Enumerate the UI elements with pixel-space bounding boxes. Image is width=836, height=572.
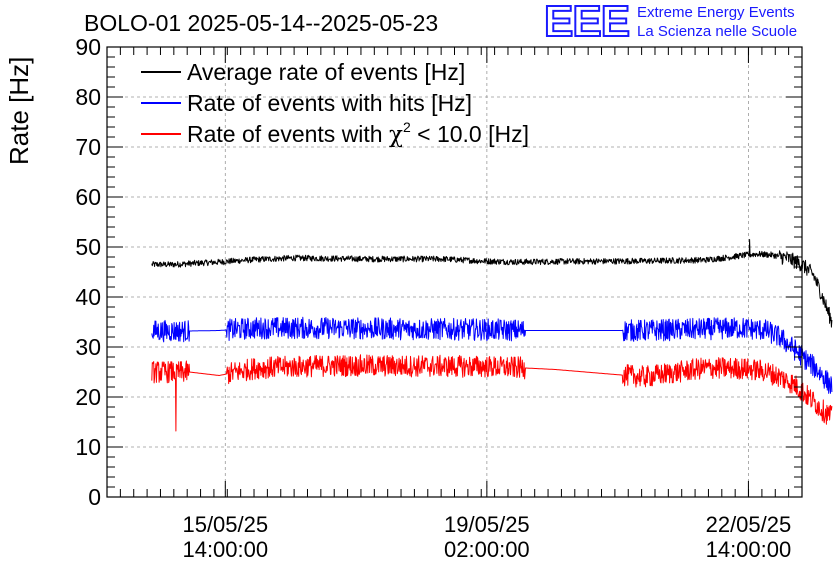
- x-tick-label-date: 19/05/25: [444, 512, 530, 537]
- legend-label-2: Rate of events with hits [Hz]: [187, 90, 472, 116]
- x-tick-label-date: 15/05/25: [182, 512, 268, 537]
- series-line-1: [151, 239, 833, 328]
- axes: 010203040506070809015/05/2514:00:0019/05…: [75, 34, 802, 562]
- legend-label-3: Rate of events with χ2 < 10.0 [Hz]: [187, 119, 529, 148]
- logo-line-2: La Scienza nelle Scuole: [637, 23, 798, 40]
- series-line-3: [151, 354, 833, 432]
- logo-caption: Extreme Energy Events La Scienza nelle S…: [637, 3, 797, 41]
- y-tick-label: 30: [75, 334, 101, 360]
- y-tick-label: 10: [75, 434, 101, 460]
- y-tick-label: 80: [75, 84, 101, 110]
- logo-line-1: Extreme Energy Events: [637, 4, 795, 21]
- y-tick-label: 50: [75, 234, 101, 260]
- y-tick-label: 40: [75, 284, 101, 310]
- y-tick-label: 20: [75, 384, 101, 410]
- legend-label-1: Average rate of events [Hz]: [187, 59, 465, 85]
- y-tick-label: 70: [75, 134, 101, 160]
- series-layer: [151, 239, 833, 432]
- eee-logo: EEE: [543, 0, 631, 46]
- y-tick-label: 60: [75, 184, 101, 210]
- chart-title: BOLO-01 2025-05-14--2025-05-23: [84, 10, 439, 36]
- legend: Average rate of events [Hz] Rate of event…: [141, 59, 529, 148]
- y-tick-label: 90: [75, 34, 101, 60]
- grid: [107, 47, 802, 497]
- x-tick-label-time: 14:00:00: [706, 537, 792, 562]
- x-tick-label-time: 14:00:00: [182, 537, 268, 562]
- x-tick-label-date: 22/05/25: [706, 512, 792, 537]
- x-tick-label-time: 02:00:00: [444, 537, 530, 562]
- series-line-2: [151, 316, 833, 394]
- y-tick-label: 0: [88, 484, 101, 510]
